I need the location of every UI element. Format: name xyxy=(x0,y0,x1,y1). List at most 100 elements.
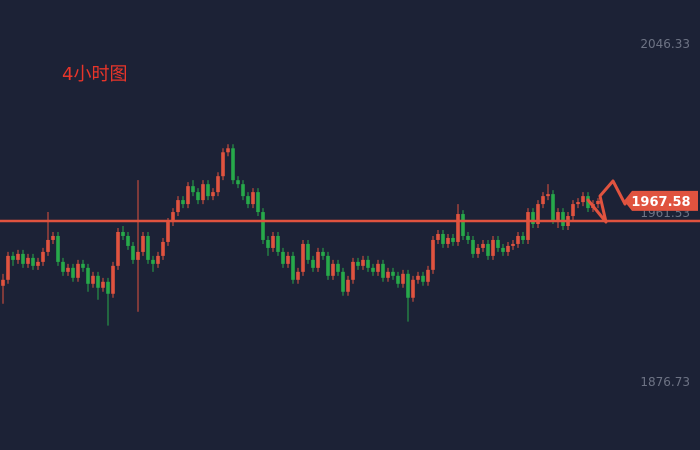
candle-body xyxy=(6,255,10,280)
candle-body xyxy=(366,259,370,268)
candle-body xyxy=(391,271,395,276)
candle-body xyxy=(461,214,465,236)
candle-body xyxy=(286,255,290,264)
candle-body xyxy=(176,200,180,213)
candle-body xyxy=(211,192,215,197)
drawn-arrow xyxy=(586,179,627,224)
candle-body xyxy=(51,235,55,240)
candle-body xyxy=(426,269,430,282)
candle-body xyxy=(281,251,285,264)
candle-body xyxy=(476,247,480,254)
candle-body xyxy=(356,261,360,266)
candle-body xyxy=(136,251,140,260)
candle-body xyxy=(246,196,250,205)
candle-body xyxy=(536,204,540,225)
candle-body xyxy=(551,194,555,221)
candle-body xyxy=(301,243,305,272)
candle-body xyxy=(296,271,300,280)
candle-body xyxy=(521,235,525,240)
last-price-label: 1967.58 xyxy=(631,195,690,210)
candle-body xyxy=(226,148,230,153)
candle-body xyxy=(456,214,460,242)
candle-body xyxy=(146,235,150,260)
candle-body xyxy=(416,275,420,280)
candle-body xyxy=(581,196,585,203)
candle-body xyxy=(481,243,485,248)
candle-body xyxy=(331,263,335,276)
candle-body xyxy=(111,265,115,294)
candle-body xyxy=(441,233,445,244)
candle-body xyxy=(106,281,110,294)
candle-body xyxy=(116,231,120,266)
candle-body xyxy=(546,194,550,197)
candle-body xyxy=(201,184,205,201)
candle-body xyxy=(161,241,165,256)
candle-body xyxy=(266,239,270,248)
last-price-tag xyxy=(624,190,698,211)
candle-body xyxy=(326,255,330,276)
candle-body xyxy=(31,257,35,266)
candle-body xyxy=(121,231,125,236)
candle-body xyxy=(86,267,90,284)
candle-body xyxy=(316,251,320,268)
candle-body xyxy=(341,271,345,292)
candle-body xyxy=(561,212,565,227)
candle-body xyxy=(351,261,355,280)
candle-body xyxy=(406,273,410,298)
candle-body xyxy=(511,243,515,246)
candle-body xyxy=(576,202,580,205)
candle-body xyxy=(411,279,415,298)
candle-body xyxy=(171,212,175,223)
candle-body xyxy=(131,245,135,260)
candle-body xyxy=(56,235,60,262)
candle-body xyxy=(61,261,65,272)
candle-body xyxy=(306,243,310,260)
candle-body xyxy=(206,184,210,197)
candle-body xyxy=(141,235,145,252)
candle-body xyxy=(311,259,315,268)
candle-body xyxy=(321,251,325,256)
candle-body xyxy=(41,251,45,262)
candle-body xyxy=(596,200,600,205)
candle-body xyxy=(166,222,170,242)
candle-body xyxy=(421,275,425,282)
candle-body xyxy=(181,200,185,205)
chart-title: 4小时图 xyxy=(62,64,127,85)
candle-body xyxy=(191,186,195,193)
candle-body xyxy=(486,243,490,256)
candle-body xyxy=(556,212,560,221)
candle-body xyxy=(21,253,25,264)
candle-body xyxy=(376,263,380,272)
candle-body xyxy=(26,257,30,264)
candle-body xyxy=(506,245,510,252)
candle-body xyxy=(1,279,5,286)
candle-body xyxy=(66,267,70,272)
candle-body xyxy=(71,267,75,278)
candle-body xyxy=(156,255,160,264)
candle-body xyxy=(396,275,400,284)
candle-body xyxy=(431,239,435,270)
candle-body xyxy=(491,239,495,256)
candle-body xyxy=(466,235,470,240)
candle-body xyxy=(516,235,520,244)
candle-body xyxy=(241,184,245,197)
candle-body xyxy=(126,235,130,246)
candle-body xyxy=(271,235,275,248)
candle-body xyxy=(501,247,505,252)
candle-body xyxy=(291,255,295,280)
candle-body xyxy=(16,253,20,260)
candle-body xyxy=(36,261,40,266)
candle-body xyxy=(216,176,220,193)
candle-body xyxy=(276,235,280,252)
candle-body xyxy=(261,212,265,240)
candle-body xyxy=(451,237,455,242)
candle-body xyxy=(541,196,545,205)
y-tick-label: 1876.73 xyxy=(640,375,690,389)
candle-body xyxy=(91,275,95,284)
candle-body xyxy=(236,180,240,185)
candle-body xyxy=(401,273,405,284)
candle-body xyxy=(186,186,190,205)
candle-body xyxy=(361,259,365,266)
